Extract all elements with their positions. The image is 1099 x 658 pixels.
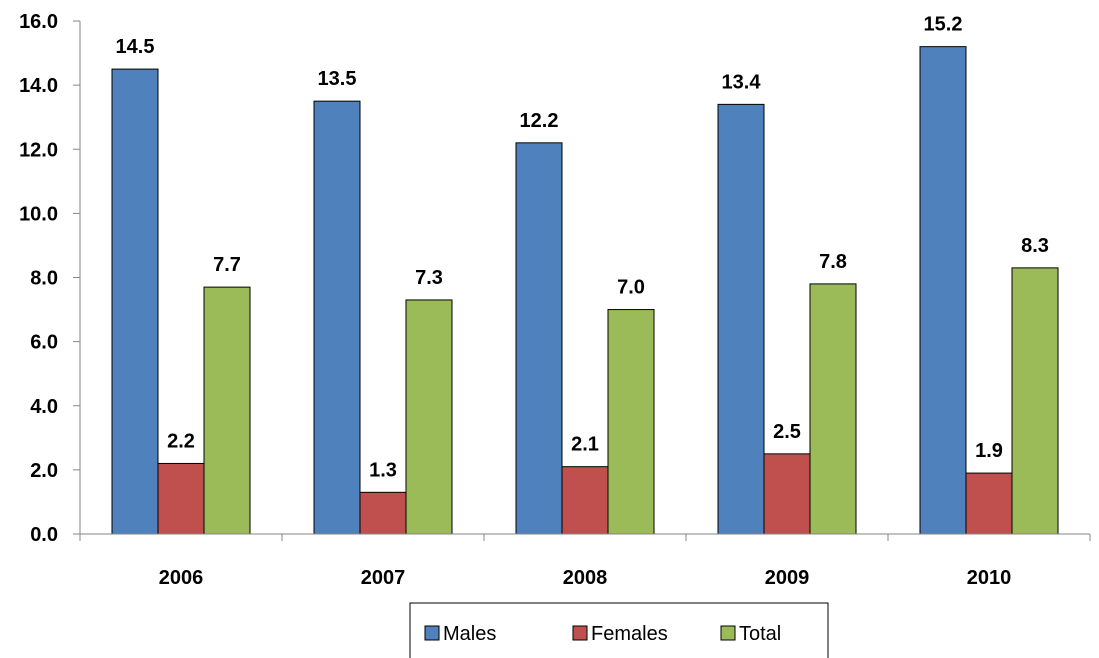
bar-males-2008 xyxy=(515,142,563,535)
legend-label-females: Females xyxy=(591,623,668,645)
x-tick-label: 2008 xyxy=(563,567,608,589)
data-label: 13.5 xyxy=(318,68,357,90)
x-tick-label: 2006 xyxy=(159,567,204,589)
bar-total-2006 xyxy=(203,286,251,535)
bar-total-2008 xyxy=(607,309,655,535)
data-label: 7.8 xyxy=(819,251,847,273)
y-tick-label: 16.0 xyxy=(19,11,58,33)
bar-males-2009 xyxy=(717,103,765,535)
y-tick-label: 8.0 xyxy=(30,268,58,290)
data-label: 13.4 xyxy=(722,71,762,93)
data-label: 7.3 xyxy=(415,267,443,289)
y-tick-label: 6.0 xyxy=(30,332,58,354)
bar-males-2010 xyxy=(919,46,967,535)
data-label: 2.5 xyxy=(773,421,801,443)
y-tick-label: 10.0 xyxy=(19,203,58,225)
data-label: 7.7 xyxy=(213,254,241,276)
data-label: 7.0 xyxy=(617,277,645,299)
legend: Males Females Total xyxy=(409,602,829,658)
bar-males-2007 xyxy=(313,100,361,535)
data-label: 1.9 xyxy=(975,440,1003,462)
legend-swatch-males xyxy=(424,625,440,641)
legend-swatch-females xyxy=(572,625,588,641)
y-tick-label: 2.0 xyxy=(30,460,58,482)
bars: 14.5 2.2 7.7 13.5 1.3 7.3 12.2 2.1 7.0 13.4 2.5 7.8… xyxy=(111,14,1059,535)
data-label: 2.1 xyxy=(571,434,599,456)
bar-females-2006 xyxy=(157,462,205,535)
bar-females-2008 xyxy=(561,466,609,535)
data-label: 14.5 xyxy=(116,36,155,58)
y-tick-label: 14.0 xyxy=(19,75,58,97)
data-label: 8.3 xyxy=(1021,235,1049,257)
x-tick-label: 2007 xyxy=(361,567,406,589)
x-tick-label: 2010 xyxy=(967,567,1012,589)
axes xyxy=(79,21,1090,535)
data-label: 15.2 xyxy=(924,14,963,36)
data-label: 2.2 xyxy=(167,430,195,452)
legend-box xyxy=(409,602,829,658)
bar-males-2006 xyxy=(111,68,159,535)
legend-swatch-total xyxy=(720,625,736,641)
bar-total-2007 xyxy=(405,299,453,535)
x-tick-label: 2009 xyxy=(765,567,810,589)
y-axis: 0.0 2.0 4.0 6.0 8.0 10.0 12.0 14.0 16.0 xyxy=(19,11,80,546)
bar-total-2009 xyxy=(809,283,857,535)
y-tick-label: 12.0 xyxy=(19,139,58,161)
bar-females-2009 xyxy=(763,453,811,535)
bar-total-2010 xyxy=(1011,267,1059,535)
y-tick-label: 4.0 xyxy=(30,396,58,418)
bar-females-2010 xyxy=(965,472,1013,535)
legend-label-males: Males xyxy=(443,623,496,645)
data-label: 1.3 xyxy=(369,459,397,481)
x-axis: 2006 2007 2008 2009 2010 xyxy=(79,534,1091,589)
legend-label-total: Total xyxy=(739,623,781,645)
bar-females-2007 xyxy=(359,491,407,535)
data-label: 12.2 xyxy=(520,110,559,132)
y-tick-label: 0.0 xyxy=(30,524,58,546)
